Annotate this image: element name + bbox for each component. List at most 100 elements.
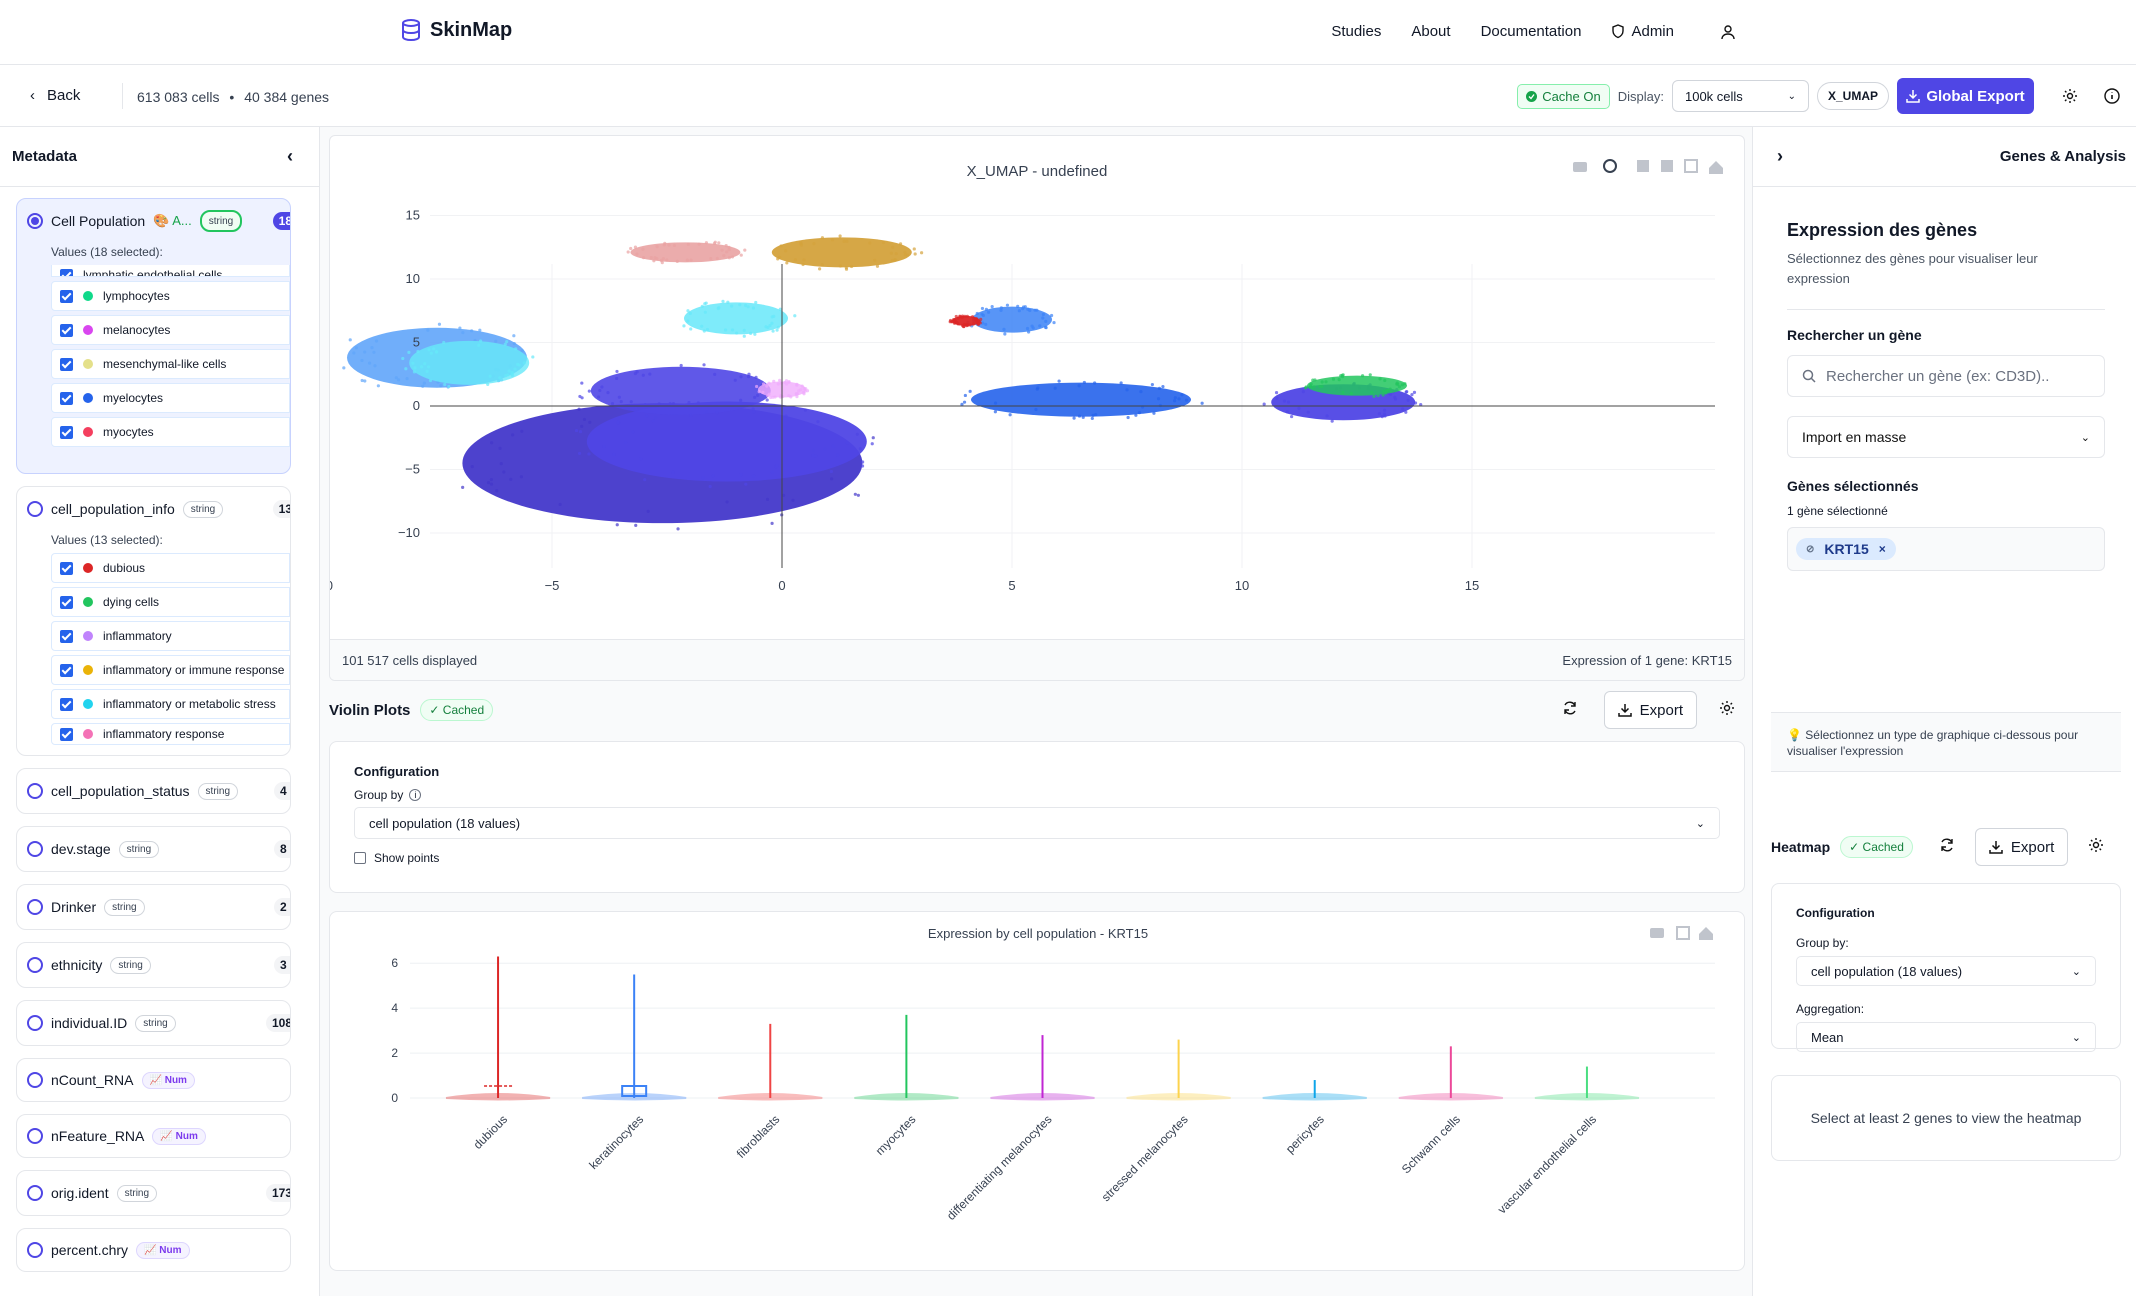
display-select[interactable]: 100k cells ⌄ [1671, 80, 1809, 112]
settings-button[interactable] [2052, 88, 2088, 104]
radio-unselected[interactable] [27, 841, 43, 857]
radio-unselected[interactable] [27, 1242, 43, 1258]
home-icon[interactable] [1699, 927, 1713, 940]
checkbox[interactable] [60, 289, 73, 303]
refresh-button[interactable] [1562, 700, 1578, 721]
violin-export-label: Export [1639, 701, 1683, 719]
zoom-out-icon[interactable] [1661, 160, 1673, 172]
heatmap-settings-button[interactable] [2088, 837, 2104, 858]
radio-unselected[interactable] [27, 783, 43, 799]
brand[interactable]: SkinMap [400, 18, 512, 42]
nav-admin[interactable]: Admin [1611, 23, 1674, 40]
value-item[interactable]: myelocytes [51, 383, 290, 413]
hm-agg-select[interactable]: Mean ⌄ [1796, 1022, 2096, 1052]
checkbox[interactable] [60, 561, 73, 575]
home-icon[interactable] [1709, 161, 1723, 174]
violin-settings-button[interactable] [1719, 700, 1735, 721]
back-button[interactable]: ‹ Back [30, 87, 80, 104]
nav-studies[interactable]: Studies [1331, 23, 1382, 40]
metadata-card[interactable]: Drinker string 2 [16, 884, 291, 930]
show-points-checkbox[interactable] [354, 852, 366, 864]
metadata-card-cell-population[interactable]: Cell Population 🎨 A... string 18 Values … [16, 198, 291, 474]
value-item[interactable]: inflammatory or immune response [51, 655, 290, 685]
autoscale-icon[interactable] [1676, 926, 1690, 940]
checkbox[interactable] [60, 727, 73, 741]
x-tick-label: fibroblasts [734, 1112, 783, 1161]
radio-unselected[interactable] [27, 1185, 43, 1201]
expand-right-icon[interactable]: › [1777, 146, 1783, 166]
camera-icon[interactable] [1573, 162, 1587, 172]
checkbox[interactable] [60, 357, 73, 371]
checkbox[interactable] [60, 697, 73, 711]
checkbox[interactable] [60, 595, 73, 609]
metadata-card-cell-population-info[interactable]: cell_population_info string 13 Values (1… [16, 486, 291, 756]
eye-off-icon[interactable]: ⊘ [1806, 543, 1815, 555]
cached-badge: ✓ Cached [420, 699, 494, 721]
embedding-badge[interactable]: X_UMAP [1816, 82, 1889, 110]
metadata-card[interactable]: individual.ID string 108 [16, 1000, 291, 1046]
umap-point [354, 346, 358, 350]
umap-point [648, 372, 652, 376]
metadata-card[interactable]: percent.chry 📈 Num [16, 1228, 291, 1272]
metadata-card[interactable]: ethnicity string 3 [16, 942, 291, 988]
checkbox[interactable] [60, 629, 73, 643]
radio-unselected[interactable] [27, 899, 43, 915]
value-item[interactable]: lymphatic endothelial cells [51, 265, 290, 277]
radio-unselected[interactable] [27, 501, 43, 517]
heatmap-refresh-button[interactable] [1939, 837, 1955, 858]
gene-chip[interactable]: ⊘ KRT15 × [1796, 538, 1896, 560]
camera-icon[interactable] [1650, 928, 1664, 938]
value-item[interactable]: mesenchymal-like cells [51, 349, 290, 379]
group-by-select[interactable]: cell population (18 values) ⌄ [354, 807, 1720, 839]
gene-search-input[interactable]: Rechercher un gène (ex: CD3D).. [1787, 355, 2105, 397]
nav-documentation[interactable]: Documentation [1480, 23, 1582, 40]
checkbox[interactable] [60, 323, 73, 337]
umap-point [785, 261, 789, 265]
radio-unselected[interactable] [27, 1128, 43, 1144]
umap-cluster [590, 366, 771, 415]
umap-point [778, 307, 782, 311]
value-item[interactable]: inflammatory or metabolic stress [51, 689, 290, 719]
value-item[interactable]: inflammatory [51, 621, 290, 651]
zoom-icon[interactable] [1603, 159, 1617, 173]
umap-point [498, 376, 502, 380]
bulk-import-select[interactable]: Import en masse ⌄ [1787, 416, 2105, 458]
close-icon[interactable]: × [1878, 542, 1886, 556]
info-button[interactable] [2094, 88, 2130, 104]
metadata-card[interactable]: nCount_RNA 📈 Num [16, 1058, 291, 1102]
checkbox[interactable] [60, 269, 73, 276]
checkbox[interactable] [60, 663, 73, 677]
zoom-in-icon[interactable] [1637, 160, 1649, 172]
value-item[interactable]: melanocytes [51, 315, 290, 345]
violin-plot[interactable]: Expression by cell population - KRT15 0 2… [330, 912, 1745, 1271]
value-item[interactable]: lymphocytes [51, 281, 290, 311]
global-export-button[interactable]: Global Export [1897, 78, 2034, 114]
radio-unselected[interactable] [27, 1015, 43, 1031]
show-points-row[interactable]: Show points [354, 851, 1720, 865]
checkbox[interactable] [60, 425, 73, 439]
nav-about[interactable]: About [1411, 23, 1451, 40]
hm-group-select[interactable]: cell population (18 values) ⌄ [1796, 956, 2096, 986]
metadata-card[interactable]: orig.ident string 173 [16, 1170, 291, 1216]
metadata-card[interactable]: cell_population_status string 4 [16, 768, 291, 814]
checkbox[interactable] [60, 391, 73, 405]
violin-export-button[interactable]: Export [1603, 691, 1697, 729]
user-button[interactable] [1720, 24, 1736, 40]
metadata-card[interactable]: dev.stage string 8 [16, 826, 291, 872]
radio-selected[interactable] [27, 213, 43, 229]
radio-unselected[interactable] [27, 957, 43, 973]
radio-unselected[interactable] [27, 1072, 43, 1088]
heatmap-export-button[interactable]: Export [1974, 828, 2069, 866]
value-item[interactable]: myocytes [51, 417, 290, 447]
umap-plot[interactable]: X_UMAP - undefined −10−5051015151050−5−1… [330, 136, 1745, 636]
autoscale-icon[interactable] [1684, 159, 1698, 173]
hm-agg-label: Aggregation: [1796, 1002, 1865, 1016]
metadata-card[interactable]: nFeature_RNA 📈 Num [16, 1114, 291, 1158]
collapse-left-icon[interactable]: ‹ [287, 146, 293, 166]
value-item[interactable]: dying cells [51, 587, 290, 617]
value-item[interactable]: dubious [51, 553, 290, 583]
x-tick-label: 15 [1465, 578, 1479, 593]
download-icon [1989, 841, 2003, 854]
umap-point [600, 385, 604, 389]
value-item[interactable]: inflammatory response [51, 723, 290, 745]
